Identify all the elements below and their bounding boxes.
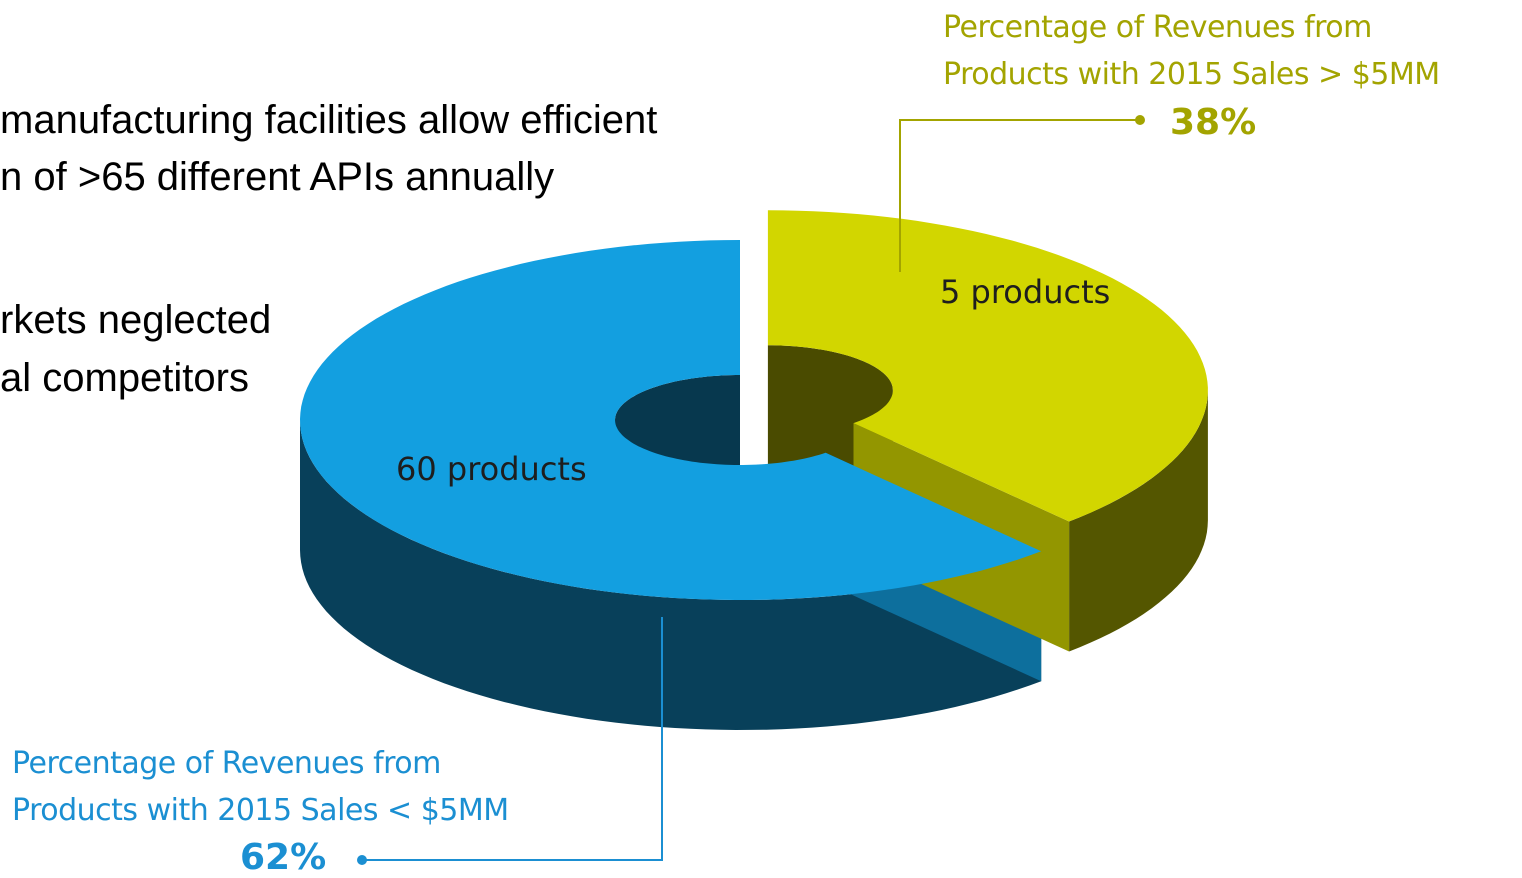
- outer-wall: [300, 420, 1042, 730]
- slide-text: al competitors: [0, 356, 249, 400]
- category-label: Percentage of Revenues from Products wit…: [12, 746, 509, 828]
- value-label: 62%: [240, 837, 327, 878]
- slice-label: 5 products: [940, 273, 1111, 311]
- donut: [300, 210, 1208, 730]
- slice: [767, 210, 1208, 522]
- slice-label: 60 products: [396, 450, 587, 488]
- slice: [300, 240, 1042, 600]
- slide-text: rkets neglected: [0, 298, 272, 342]
- callout-line: [365, 617, 663, 861]
- callout-line: [899, 119, 1138, 272]
- callout-dot: [1135, 115, 1145, 125]
- value-label: 38%: [1170, 102, 1257, 143]
- slide-text: n of >65 different APIs annually: [0, 155, 555, 199]
- callout-dot: [357, 855, 367, 865]
- slide-text: manufacturing facilities allow efficient: [0, 98, 658, 142]
- outer-wall: [1069, 390, 1208, 652]
- category-label: Percentage of Revenues from Products wit…: [943, 10, 1440, 92]
